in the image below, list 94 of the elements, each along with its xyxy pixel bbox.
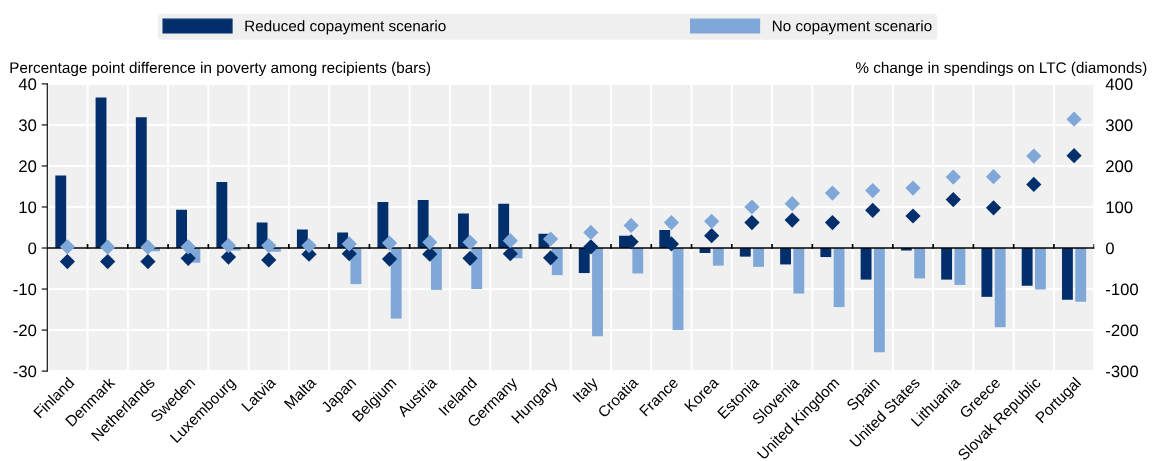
bar: [994, 248, 1006, 328]
bar: [1021, 248, 1033, 286]
bar: [712, 248, 724, 266]
bar: [954, 248, 966, 285]
point: [180, 250, 196, 266]
x-tick-label: Italy: [572, 375, 601, 405]
y2-tick-label: 100: [1106, 201, 1133, 214]
bar: [95, 97, 107, 249]
bar: [1075, 248, 1087, 302]
y-tick-label: -20: [13, 324, 37, 337]
point: [945, 192, 961, 208]
bar: [55, 175, 67, 249]
point: [824, 214, 841, 231]
y-tick-label: 40: [18, 78, 37, 91]
point: [663, 214, 680, 231]
point: [784, 212, 800, 228]
bar: [981, 248, 993, 297]
point: [905, 180, 921, 196]
y-axis-title: Percentage point difference in poverty among recipients (bars): [10, 61, 431, 77]
y-tick-label: -30: [13, 365, 37, 378]
bar: [739, 248, 751, 257]
y-tick-label: 0: [28, 242, 37, 255]
y2-tick-label: 0: [1105, 242, 1114, 255]
point: [865, 182, 881, 199]
y-tick-label: 20: [19, 160, 37, 173]
bar: [914, 248, 926, 279]
bar: [873, 248, 885, 353]
point: [704, 228, 720, 244]
bar: [860, 248, 872, 280]
point: [744, 199, 760, 215]
point: [301, 237, 317, 254]
bar: [780, 248, 791, 265]
bar: [793, 248, 805, 294]
point: [100, 239, 116, 255]
point: [583, 239, 599, 255]
y2-tick-label: 300: [1105, 119, 1133, 132]
bar: [135, 117, 147, 249]
point: [583, 224, 599, 241]
y2-tick-label: 400: [1105, 78, 1133, 91]
point: [1066, 148, 1082, 164]
y-tick-label: 10: [19, 201, 37, 214]
point: [220, 237, 237, 254]
legend-label: No copayment scenario: [772, 20, 932, 35]
point: [623, 217, 639, 234]
point: [502, 246, 518, 262]
point: [945, 169, 961, 185]
point: [180, 239, 196, 255]
point: [985, 200, 1002, 216]
point: [462, 250, 478, 266]
point: [100, 253, 116, 270]
point: [542, 250, 559, 266]
point: [261, 252, 277, 268]
point: [502, 233, 518, 249]
legend-label: Reduced copayment scenario: [245, 20, 446, 35]
y2-tick-label: -100: [1106, 283, 1139, 296]
point: [905, 208, 921, 224]
point: [422, 246, 438, 262]
point: [140, 253, 156, 270]
bar: [1035, 248, 1046, 290]
y2-tick-label: -300: [1106, 365, 1139, 378]
bar: [672, 248, 684, 331]
point: [865, 202, 881, 218]
point: [824, 185, 841, 201]
point: [1066, 111, 1082, 127]
point: [140, 239, 156, 255]
point: [381, 235, 398, 251]
point: [784, 196, 800, 212]
point: [542, 231, 559, 247]
bar: [632, 248, 644, 274]
bar: [820, 248, 832, 258]
bar: [1061, 248, 1073, 300]
point: [220, 249, 237, 265]
point: [381, 251, 398, 267]
point: [744, 214, 760, 231]
y-tick-label: -10: [13, 283, 37, 296]
y2-tick-label: 200: [1106, 160, 1133, 173]
point: [1026, 176, 1042, 193]
point: [1026, 148, 1042, 164]
point: [704, 213, 720, 229]
y2-axis-title: % change in spendings on LTC (diamonds): [855, 61, 1147, 77]
point: [985, 169, 1002, 185]
point: [341, 236, 357, 252]
bar: [941, 248, 953, 280]
point: [59, 239, 76, 255]
y-tick-label: 30: [18, 119, 37, 132]
bar: [753, 248, 765, 267]
bar: [833, 248, 845, 308]
bar: [592, 248, 603, 337]
point: [261, 237, 277, 254]
point: [462, 234, 478, 250]
point: [422, 234, 438, 250]
y2-tick-label: -200: [1106, 324, 1139, 337]
point: [59, 253, 76, 270]
bar: [176, 209, 187, 249]
